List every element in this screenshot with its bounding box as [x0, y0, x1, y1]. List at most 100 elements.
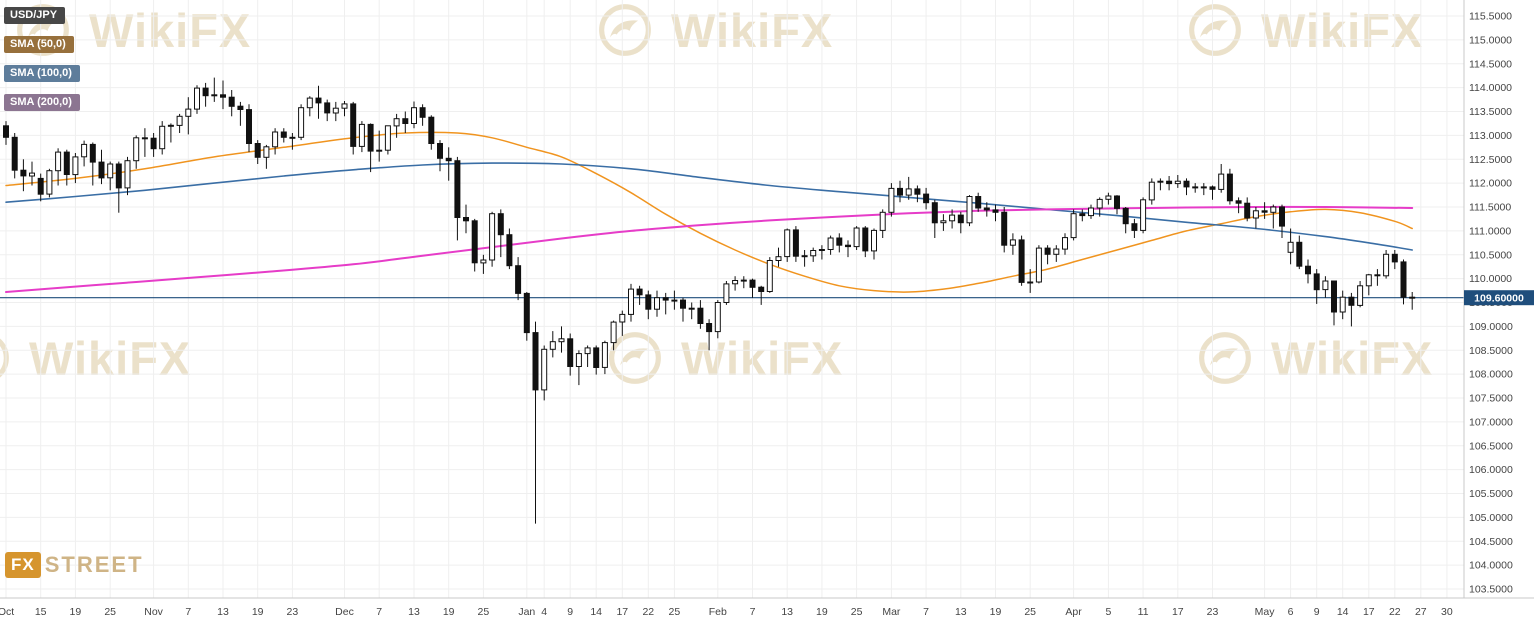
y-axis-label: 105.0000	[1469, 512, 1513, 524]
candle	[1391, 250, 1398, 270]
candle	[1365, 273, 1372, 296]
candle	[775, 247, 782, 267]
candle	[584, 345, 591, 367]
y-axis-label: 112.5000	[1469, 154, 1512, 166]
x-axis-label: 9	[1314, 606, 1320, 618]
x-axis-label: 17	[1172, 606, 1184, 618]
x-axis-label: 9	[567, 606, 573, 618]
candle	[298, 104, 305, 141]
candle	[1088, 204, 1094, 219]
x-axis-label: 19	[70, 606, 82, 618]
candle	[480, 254, 487, 274]
candle	[419, 104, 426, 126]
candle	[384, 125, 391, 155]
candle	[89, 142, 96, 186]
y-axis-label: 104.0000	[1469, 560, 1513, 572]
candle	[1322, 276, 1329, 298]
x-axis-label: 14	[590, 606, 602, 618]
candle	[931, 199, 938, 238]
x-axis-label: Dec	[335, 606, 354, 618]
candle	[332, 101, 339, 122]
candle	[1305, 259, 1311, 284]
candle	[237, 101, 244, 126]
x-axis-label: 13	[781, 606, 793, 618]
candle	[115, 161, 122, 213]
candle	[706, 319, 713, 351]
candle	[497, 209, 504, 258]
candle	[341, 101, 348, 117]
candle	[306, 96, 313, 117]
candle	[862, 226, 869, 258]
candle	[723, 281, 730, 305]
x-axis-label: 22	[642, 606, 654, 618]
candle	[358, 121, 365, 153]
candle	[220, 80, 226, 110]
legend-symbol-badge: USD/JPY	[4, 7, 66, 24]
candle	[202, 82, 209, 107]
candle	[575, 350, 582, 386]
candle	[1174, 175, 1181, 188]
wikifx-eagle-icon	[1189, 4, 1241, 56]
y-axis-label: 110.5000	[1469, 249, 1512, 261]
sma-line-2	[5, 205, 1414, 293]
candle	[1383, 250, 1390, 279]
candle	[463, 204, 469, 234]
x-axis-label: 4	[541, 606, 547, 618]
candle	[402, 111, 409, 133]
candle	[1200, 183, 1207, 196]
x-axis-label: 25	[478, 606, 490, 618]
candle	[411, 101, 417, 129]
candle	[437, 140, 443, 172]
y-axis-label: 112.0000	[1469, 178, 1512, 190]
candle	[836, 233, 843, 253]
y-axis-label: 107.5000	[1469, 393, 1513, 405]
candle	[1001, 207, 1008, 253]
candle	[1244, 197, 1251, 222]
candle	[1296, 235, 1303, 270]
candle	[680, 297, 686, 322]
candle	[107, 161, 114, 191]
fxstreet-fx-mark: FX	[5, 552, 41, 578]
candle	[72, 153, 79, 184]
wikifx-eagle-icon	[1199, 332, 1251, 384]
candle	[766, 257, 773, 293]
wikifx-eagle-icon	[609, 332, 661, 384]
candle	[601, 340, 608, 375]
x-axis-label: 6	[1288, 606, 1294, 618]
x-axis-label: 13	[217, 606, 229, 618]
candle	[966, 195, 973, 227]
candle	[818, 245, 825, 260]
x-axis-label: Nov	[144, 606, 163, 618]
x-axis-label: 5	[1105, 606, 1111, 618]
fxstreet-logo: FX STREET	[5, 552, 144, 578]
x-axis-label: 7	[750, 606, 756, 618]
candle	[1035, 245, 1042, 284]
y-axis-label: 110.0000	[1469, 273, 1512, 285]
candle	[1079, 209, 1086, 222]
candle	[1122, 207, 1129, 234]
candle	[489, 211, 496, 267]
legend-sma50-badge: SMA (50,0)	[4, 36, 74, 53]
legend-sma200-badge: SMA (200,0)	[4, 94, 80, 111]
candle	[1096, 197, 1103, 217]
candle	[532, 321, 539, 524]
candle	[1053, 245, 1060, 262]
candle	[1374, 269, 1381, 286]
candle	[141, 128, 148, 157]
candle	[1261, 202, 1268, 219]
candle	[697, 300, 704, 329]
x-axis-label: Mar	[882, 606, 901, 618]
y-axis-label: 109.0000	[1469, 321, 1513, 333]
watermark-text: WikiFX	[681, 331, 844, 385]
candle	[29, 161, 35, 186]
current-price-label: 109.60000	[1464, 290, 1534, 306]
candle	[1252, 207, 1259, 229]
candle	[845, 240, 851, 258]
candle	[159, 121, 166, 155]
candle	[662, 292, 669, 315]
candle	[1114, 195, 1120, 215]
candle	[1166, 176, 1173, 191]
candle	[445, 147, 452, 181]
wikifx-eagle-icon	[17, 4, 69, 56]
